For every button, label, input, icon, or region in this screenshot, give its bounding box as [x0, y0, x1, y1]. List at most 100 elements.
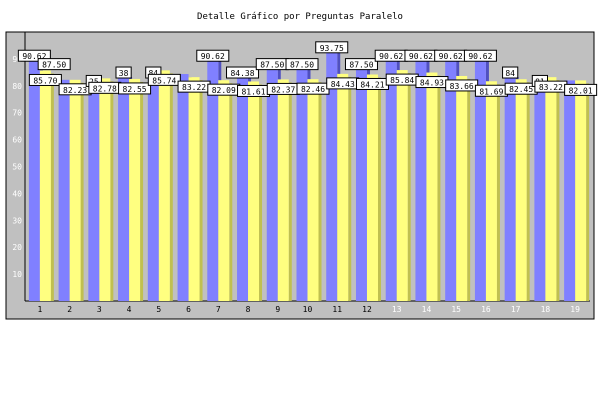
x-tick-label: 14 [422, 305, 432, 314]
data-label: 82.78 [93, 84, 117, 93]
x-tick-label: 8 [246, 305, 251, 314]
bar [158, 70, 170, 301]
data-label: 87.50 [42, 61, 66, 70]
data-label: 82.01 [569, 86, 593, 95]
bar [515, 79, 527, 301]
bar [564, 80, 576, 301]
data-label: 81.61 [241, 87, 265, 96]
data-label: 84.21 [360, 80, 384, 89]
bar [39, 70, 51, 301]
y-tick-label: 40 [12, 189, 22, 198]
x-tick-label: 2 [67, 305, 72, 314]
bar [396, 70, 408, 302]
data-label-box [315, 41, 349, 54]
bar-side [437, 75, 441, 301]
data-label-box [115, 66, 132, 79]
bar-side [259, 84, 263, 301]
bar [129, 78, 141, 302]
bar-side [348, 76, 352, 301]
bar [28, 57, 40, 301]
data-label: 85.84 [390, 76, 414, 85]
data-label: 84.93 [420, 79, 444, 88]
y-tick-label: 80 [12, 82, 22, 91]
data-label-box [564, 83, 598, 96]
x-tick-label: 16 [481, 305, 491, 314]
bar-side [169, 73, 173, 301]
bar [218, 80, 230, 301]
x-tick-label: 19 [570, 305, 580, 314]
bar [237, 74, 249, 302]
bar-side [467, 78, 471, 302]
data-label: 84 [148, 69, 158, 78]
data-label-box [226, 66, 260, 79]
data-label-box [37, 58, 71, 71]
bar-side [586, 83, 590, 301]
bar [337, 73, 349, 301]
x-tick-label: 9 [275, 305, 280, 314]
bar [99, 78, 111, 301]
bar-side [50, 73, 54, 301]
x-tick-label: 13 [392, 305, 402, 314]
data-label: 82.55 [123, 85, 147, 94]
data-label-box [463, 49, 497, 62]
data-label: 84 [505, 69, 515, 78]
bar-side [556, 80, 560, 301]
x-tick-label: 10 [303, 305, 313, 314]
data-label: 84.43 [331, 80, 355, 89]
data-label-box [285, 58, 319, 71]
bar [58, 79, 70, 301]
data-label: 83.22 [539, 83, 563, 92]
data-label: 85.74 [152, 76, 176, 85]
data-label-box [344, 58, 378, 71]
data-label-box [28, 73, 62, 86]
bar [177, 74, 189, 302]
data-label: 84.38 [230, 69, 254, 78]
data-label: 81.69 [479, 87, 503, 96]
bar-side [496, 84, 500, 301]
x-tick-label: 18 [541, 305, 551, 314]
data-label: 87.50 [290, 61, 314, 70]
bar-side [140, 81, 144, 302]
x-tick-label: 7 [216, 305, 221, 314]
data-label: 82.45 [509, 85, 533, 94]
data-label: 82.46 [301, 85, 325, 94]
bar [545, 77, 557, 301]
bar-side [377, 77, 381, 301]
y-tick-label: 90 [12, 55, 22, 64]
bar [248, 81, 260, 301]
y-tick-label: 50 [12, 163, 22, 172]
bar-side [110, 81, 114, 301]
data-label: 82.23 [63, 86, 87, 95]
data-label: 93.75 [320, 44, 344, 53]
y-tick-label: 60 [12, 136, 22, 145]
bar [118, 74, 130, 302]
data-label-box [502, 66, 519, 79]
data-label: 90.62 [379, 52, 403, 61]
chart-title: Detalle Gráfico por Preguntas Paralelo [197, 12, 403, 22]
bar [504, 74, 516, 302]
data-label: 38 [119, 69, 129, 78]
data-label: 87.50 [349, 61, 373, 70]
bar [266, 65, 278, 301]
bar [575, 80, 587, 301]
bar [296, 65, 308, 301]
data-label: 90.62 [22, 52, 46, 61]
bar-side [199, 80, 203, 301]
x-tick-label: 5 [156, 305, 161, 314]
bar [445, 57, 457, 301]
bar-side [80, 82, 84, 301]
bar [474, 57, 486, 301]
bar-side [407, 73, 411, 302]
bar-side [229, 83, 233, 301]
bar [385, 57, 397, 301]
bar-side [288, 82, 292, 301]
bar [188, 77, 200, 301]
bar [456, 75, 468, 302]
y-tick-label: 30 [12, 216, 22, 225]
bar [326, 48, 338, 301]
data-label: 90.62 [468, 52, 492, 61]
bar-side [526, 82, 530, 301]
data-label-box [196, 49, 230, 62]
